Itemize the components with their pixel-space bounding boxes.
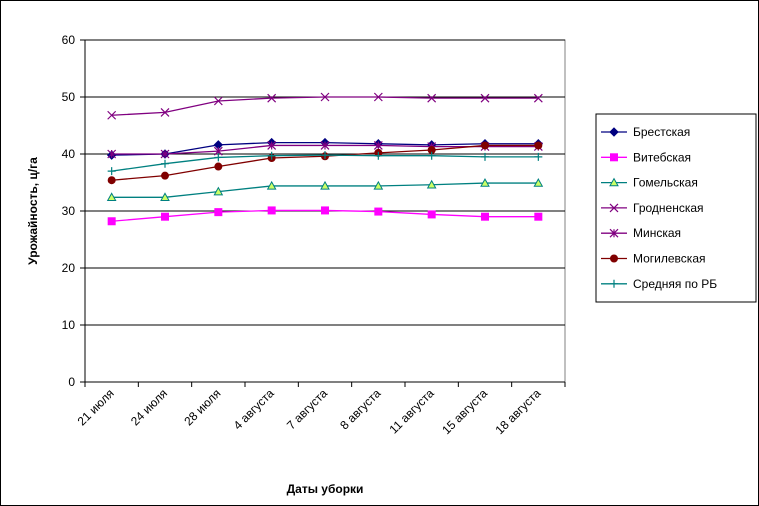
data-point [107, 176, 116, 185]
data-point [427, 93, 437, 103]
legend-marker [609, 127, 619, 137]
y-tick-label: 60 [62, 33, 76, 47]
legend-label: Гомельская [633, 176, 698, 190]
data-point [267, 93, 277, 103]
data-point [107, 167, 116, 176]
series-3 [107, 92, 543, 120]
y-tick-label: 40 [62, 147, 76, 161]
y-axis-title: Урожайность, ц/га [26, 157, 40, 265]
data-point [106, 192, 117, 202]
legend-entry: Брестская [601, 125, 690, 139]
data-point [161, 212, 169, 221]
data-point [481, 141, 489, 150]
legend-marker [609, 228, 619, 238]
legend-marker [610, 153, 618, 162]
data-point [534, 141, 543, 150]
data-point [214, 208, 223, 217]
legend-entry: Средняя по РБ [601, 277, 717, 291]
y-tick-label: 50 [62, 90, 76, 104]
data-point [321, 151, 329, 160]
data-point [480, 93, 490, 103]
data-point [373, 180, 384, 190]
data-point [534, 152, 543, 161]
series-6 [107, 151, 543, 176]
series-group [106, 92, 544, 226]
data-point [161, 171, 169, 180]
data-point [214, 153, 223, 162]
data-point [426, 179, 437, 189]
legend-marker [609, 203, 619, 213]
legend-marker [610, 254, 618, 263]
legend-entry: Витебская [601, 150, 691, 164]
data-point [374, 207, 383, 216]
series-2 [106, 178, 544, 202]
data-point [160, 149, 170, 159]
y-tick-label: 0 [68, 375, 75, 389]
legend-label: Могилевская [633, 252, 706, 266]
data-point [481, 212, 489, 221]
y-tick-label: 20 [62, 261, 76, 275]
legend-label: Витебская [633, 150, 691, 164]
data-point [320, 141, 330, 150]
data-point [107, 110, 117, 120]
data-point [160, 107, 170, 117]
x-axis-title: Даты уборки [287, 482, 364, 496]
data-point [481, 152, 489, 161]
data-point [320, 92, 330, 102]
legend-entry: Гомельская [601, 176, 698, 190]
legend-marker [610, 279, 618, 288]
data-point [267, 151, 276, 160]
data-point [266, 180, 277, 190]
data-point [374, 151, 383, 160]
y-tick-label: 30 [62, 204, 76, 218]
legend-entry: Гродненская [601, 201, 704, 215]
data-point [160, 192, 170, 202]
data-point [267, 141, 277, 150]
data-point [161, 159, 169, 168]
data-point [427, 151, 436, 160]
data-point [534, 212, 543, 221]
data-point [214, 162, 223, 171]
legend-label: Гродненская [633, 201, 704, 215]
data-point [267, 206, 276, 215]
data-point [373, 141, 383, 150]
data-point [107, 149, 117, 159]
y-tick-label: 10 [62, 318, 76, 332]
legend-marker [609, 177, 619, 187]
data-point [213, 96, 223, 106]
legend: Брестская Витебская Гомельская Гродненская М… [601, 125, 717, 291]
data-point [427, 210, 436, 219]
data-point [533, 178, 544, 187]
data-point [533, 93, 543, 103]
data-point [373, 92, 383, 102]
data-point [321, 206, 329, 215]
legend-label: Брестская [633, 125, 690, 139]
series-1 [107, 206, 543, 226]
legend-label: Минская [633, 226, 681, 240]
data-point [107, 217, 116, 226]
legend-label: Средняя по РБ [633, 277, 717, 291]
data-point [480, 178, 490, 187]
data-point [213, 186, 224, 196]
data-point [320, 180, 330, 190]
legend-entry: Минская [601, 226, 681, 240]
legend-entry: Могилевская [601, 252, 706, 266]
